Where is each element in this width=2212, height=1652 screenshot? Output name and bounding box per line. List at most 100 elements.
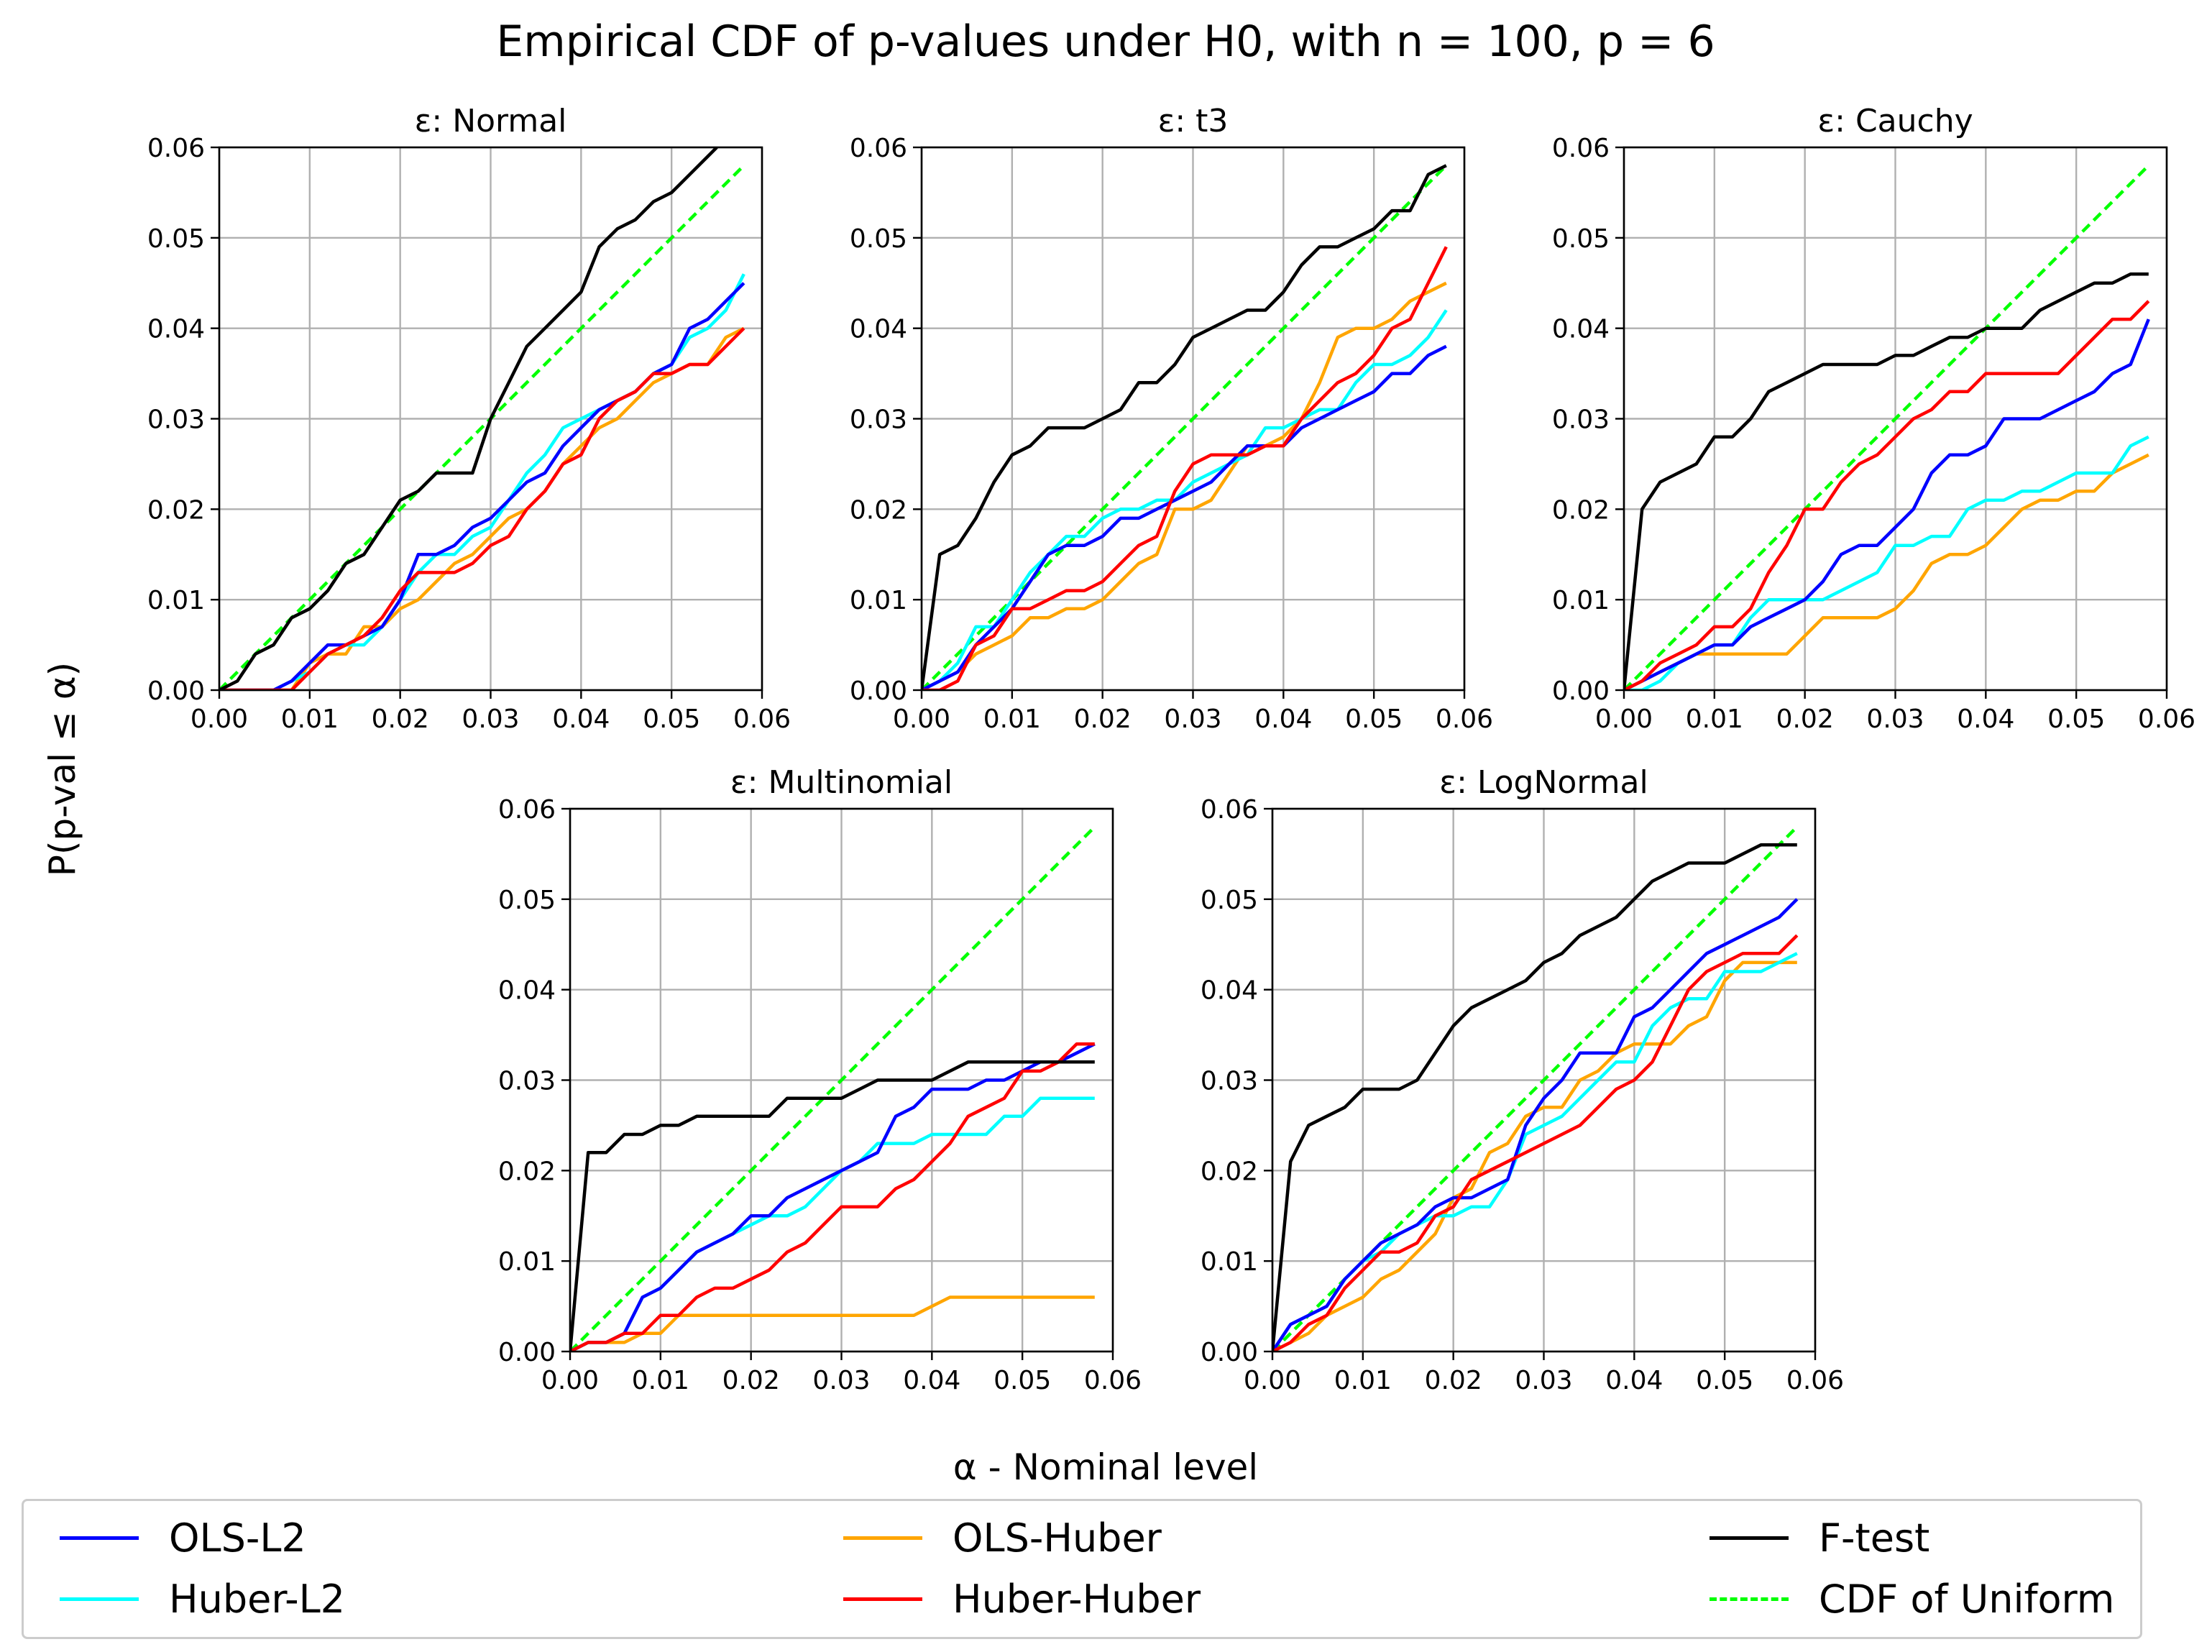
legend-swatch: [1710, 1597, 1789, 1601]
x-tick-label: 0.05: [643, 705, 700, 734]
x-tick-label: 0.01: [281, 705, 339, 734]
series-line-f-test: [1272, 843, 1797, 1352]
y-tick-label: 0.05: [147, 224, 205, 254]
y-tick-label: 0.02: [498, 1157, 556, 1186]
x-tick-label: 0.01: [632, 1366, 689, 1395]
y-tick-label: 0.03: [1552, 405, 1610, 435]
x-tick-label: 0.04: [1254, 705, 1312, 734]
x-tick-label: 0.05: [993, 1366, 1051, 1395]
legend-swatch: [1710, 1536, 1789, 1540]
y-tick-label: 0.05: [850, 224, 907, 254]
x-tick-label: 0.03: [1515, 1366, 1572, 1395]
legend-item: F-test: [1710, 1515, 1929, 1561]
series-line-f-test: [219, 147, 718, 690]
legend-label: Huber-L2: [169, 1577, 346, 1622]
series-line-huber-huber: [922, 246, 1448, 690]
series-line-huber-huber: [1624, 300, 2150, 690]
y-tick-label: 0.01: [498, 1247, 556, 1277]
axes-frame: [920, 146, 1466, 692]
y-tick-label: 0.04: [850, 315, 907, 344]
x-tick-label: 0.02: [372, 705, 429, 734]
axes-frame: [569, 807, 1114, 1353]
x-tick-label: 0.01: [983, 705, 1041, 734]
legend-label: F-test: [1819, 1515, 1930, 1561]
figure-title: Empirical CDF of p-values under H0, with…: [496, 17, 1715, 67]
series-line-f-test: [922, 164, 1447, 690]
y-tick-label: 0.06: [850, 134, 907, 163]
x-tick-label: 0.04: [1605, 1366, 1663, 1395]
legend-label: OLS-L2: [169, 1515, 306, 1561]
y-tick-label: 0.03: [1201, 1067, 1258, 1096]
axes-frame: [1623, 146, 2168, 692]
subplot-3: 0.00 0.01 0.02 0.03 0.04 0.05 0.06 0.00 0.01 0.02…: [498, 764, 1142, 1395]
y-tick-label: 0.01: [850, 586, 907, 615]
x-tick-label: 0.06: [1084, 1366, 1142, 1395]
subplot-1: 0.00 0.01 0.02 0.03 0.04 0.05 0.06 0.00 0.01 0.02…: [850, 103, 1493, 734]
legend-label: Huber-Huber: [953, 1577, 1201, 1622]
subplot-2: 0.00 0.01 0.02 0.03 0.04 0.05 0.06 0.00 0.01 0.02…: [1552, 103, 2195, 734]
x-tick-label: 0.05: [1696, 1366, 1753, 1395]
legend-swatch: [60, 1536, 139, 1540]
series-group: [570, 825, 1096, 1352]
series-line-cdf-of-uniform: [1272, 825, 1799, 1352]
series-line-ols-l2: [922, 344, 1447, 690]
x-tick-label: 0.02: [1074, 705, 1132, 734]
legend-swatch: [843, 1597, 922, 1601]
x-tick-label: 0.06: [733, 705, 791, 734]
x-tick-label: 0.01: [1334, 1366, 1392, 1395]
y-tick-label: 0.02: [1201, 1157, 1258, 1186]
series-group: [1624, 164, 2150, 690]
y-tick-label: 0.06: [1201, 795, 1258, 825]
legend-swatch: [60, 1597, 139, 1601]
x-tick-label: 0.03: [1164, 705, 1221, 734]
y-tick-label: 0.06: [1552, 134, 1610, 163]
y-tick-label: 0.00: [850, 676, 907, 706]
x-tick-label: 0.05: [2047, 705, 2105, 734]
y-tick-label: 0.02: [1552, 495, 1610, 525]
y-tick-label: 0.05: [1552, 224, 1610, 254]
series-line-ols-l2: [219, 282, 745, 690]
legend: OLS-L2 Huber-L2 OLS-Huber Huber-Huber F-test…: [22, 1499, 2142, 1639]
y-tick-label: 0.01: [1201, 1247, 1258, 1277]
series-line-ols-l2: [570, 1042, 1096, 1352]
x-tick-label: 0.01: [1686, 705, 1743, 734]
x-tick-label: 0.00: [1595, 705, 1653, 734]
x-tick-label: 0.02: [722, 1366, 780, 1395]
subplot-4: 0.00 0.01 0.02 0.03 0.04 0.05 0.06 0.00 0.01 0.02…: [1201, 764, 1844, 1395]
legend-item: Huber-Huber: [843, 1577, 1201, 1622]
x-tick-label: 0.06: [1436, 705, 1493, 734]
legend-label: OLS-Huber: [953, 1515, 1162, 1561]
subplot-title: ε: t3: [1158, 103, 1229, 139]
y-tick-label: 0.04: [498, 976, 556, 1006]
y-tick-label: 0.04: [1552, 315, 1610, 344]
series-line-ols-huber: [1272, 960, 1797, 1352]
subplot-0: 0.00 0.01 0.02 0.03 0.04 0.05 0.06 0.00 0.01 0.02…: [147, 103, 791, 734]
series-line-huber-l2: [570, 1096, 1095, 1352]
series-line-huber-huber: [1272, 934, 1799, 1352]
series-line-cdf-of-uniform: [219, 164, 745, 690]
x-tick-label: 0.00: [1244, 1366, 1301, 1395]
legend-item: OLS-L2: [60, 1515, 306, 1561]
x-tick-label: 0.03: [1866, 705, 1924, 734]
series-line-f-test: [570, 1060, 1095, 1352]
y-tick-label: 0.06: [498, 795, 556, 825]
legend-item: Huber-L2: [60, 1577, 345, 1622]
series-line-ols-l2: [1272, 898, 1799, 1352]
y-tick-label: 0.03: [147, 405, 205, 435]
series-line-huber-l2: [219, 273, 745, 690]
x-tick-label: 0.04: [1957, 705, 2014, 734]
subplot-grid: 0.00 0.01 0.02 0.03 0.04 0.05 0.06 0.00 0.01 0.02…: [147, 103, 2195, 1395]
series-line-huber-l2: [922, 309, 1448, 690]
y-tick-label: 0.00: [498, 1338, 556, 1367]
legend-item: CDF of Uniform: [1710, 1577, 2114, 1622]
x-tick-label: 0.00: [893, 705, 950, 734]
legend-item: OLS-Huber: [843, 1515, 1162, 1561]
series-line-f-test: [1624, 272, 2149, 690]
series-line-cdf-of-uniform: [1624, 164, 2150, 690]
subplot-title: ε: Multinomial: [730, 764, 953, 801]
legend-swatch: [843, 1536, 922, 1540]
y-tick-label: 0.00: [147, 676, 205, 706]
legend-label: CDF of Uniform: [1819, 1577, 2115, 1622]
series-group: [922, 164, 1448, 690]
series-line-ols-huber: [570, 1295, 1095, 1352]
